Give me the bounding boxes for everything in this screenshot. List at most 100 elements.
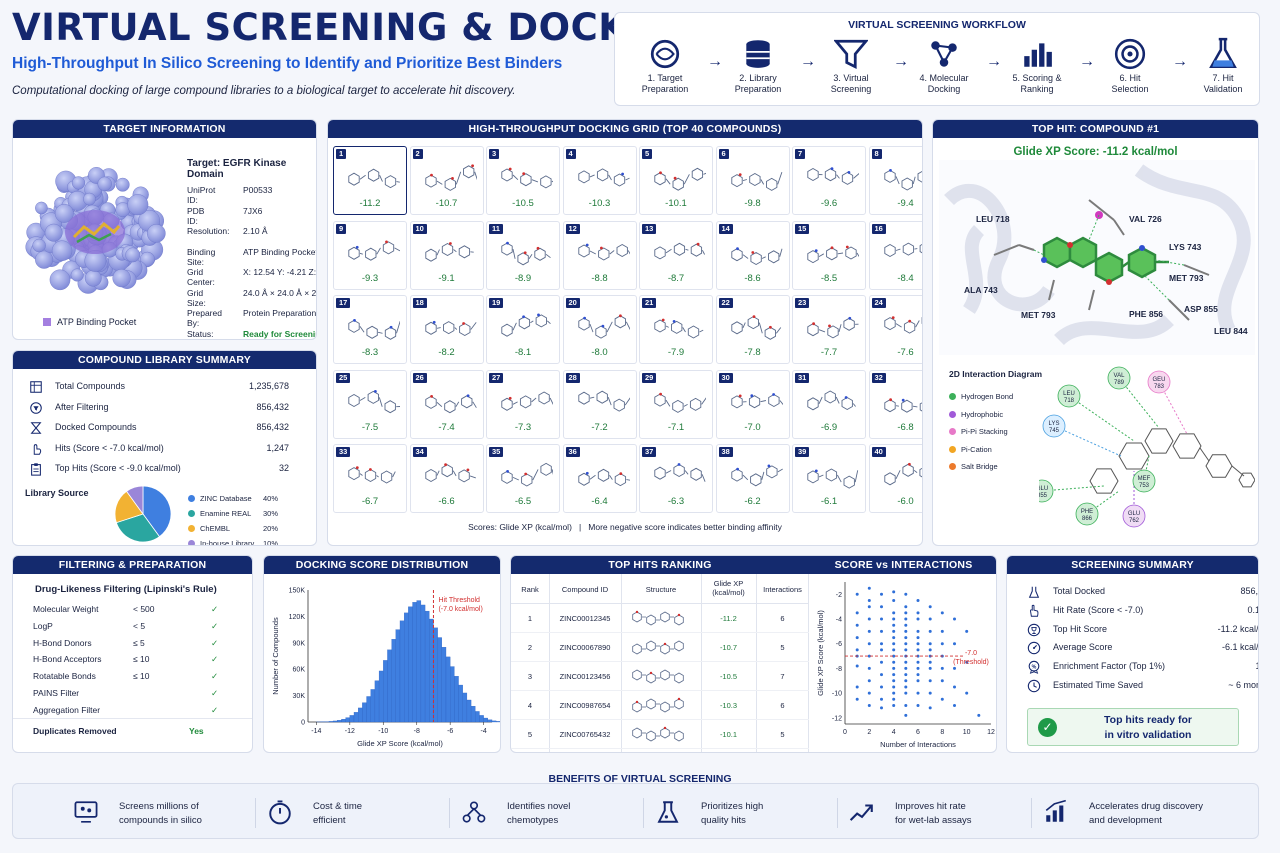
compound-cell[interactable]: 14 -8.6 [715, 220, 790, 290]
compound-score: -6.7 [361, 496, 379, 507]
compound-score: -7.0 [744, 421, 761, 433]
scatter-point [904, 713, 908, 717]
compound-cell[interactable]: 7 -9.6 [792, 146, 866, 215]
compound-cell[interactable]: 17 -8.3 [333, 295, 407, 364]
compound-cell[interactable]: 28 -7.2 [562, 369, 637, 439]
compound-cell[interactable]: 3 -10.5 [486, 146, 560, 215]
scatter-point [892, 660, 896, 664]
compound-cell[interactable]: 26 -7.4 [409, 369, 484, 439]
compound-number: 35 [489, 447, 504, 457]
compound-cell[interactable]: 11 -8.9 [486, 220, 560, 290]
compound-cell[interactable]: 6 -9.8 [715, 146, 790, 215]
compound-cell[interactable]: 38 -6.2 [715, 444, 790, 513]
compound-cell[interactable]: 40 -6.0 [868, 444, 922, 513]
compound-cell[interactable]: 15 -8.5 [792, 220, 866, 290]
histogram-bar [328, 721, 334, 723]
interactions-cell: 5 [780, 643, 785, 652]
table-row[interactable]: 2 ZINC00067890 -10.7 5 [511, 633, 809, 662]
compound-cell[interactable]: 39 -6.1 [792, 444, 866, 513]
compound-cell[interactable]: 37 -6.3 [639, 444, 713, 513]
residue-label: ALA 743 [964, 285, 998, 295]
compound-cell[interactable]: 33 -6.7 [333, 444, 407, 513]
histogram-bar [487, 719, 493, 723]
compound-cell[interactable]: 22 -7.8 [715, 295, 790, 364]
compound-number: 17 [336, 298, 351, 308]
score-cell: -10.5 [719, 672, 738, 681]
x-tick-label: 4 [892, 729, 896, 736]
compound-cell[interactable]: 21 -7.9 [639, 295, 713, 364]
molecule-structure-icon [883, 397, 922, 413]
compound-cell[interactable]: 2 -10.7 [409, 146, 484, 215]
legend-swatch [188, 525, 195, 532]
interactions-cell: 6 [780, 701, 785, 710]
scatter-point [928, 642, 932, 646]
column-header: Interactions [756, 585, 809, 594]
check-icon: ✓ [211, 604, 219, 614]
compound-cell[interactable]: 19 -8.1 [486, 295, 560, 364]
compound-cell[interactable]: 10 -9.1 [409, 220, 484, 290]
threshold-label: -7.0 [965, 650, 977, 657]
compound-cell[interactable]: 34 -6.6 [409, 444, 484, 513]
table-row[interactable]: 4 ZINC00987654 -10.3 6 [511, 691, 809, 720]
compound-score: -11.2 [359, 198, 381, 209]
compound-cell[interactable]: 9 -9.3 [333, 220, 407, 290]
molecule-structure-icon [807, 245, 859, 263]
histogram-bar [496, 721, 500, 723]
y-tick-label: -10 [832, 691, 842, 698]
filtering-panel: FILTERING & PREPARATION Drug-Likeness Fi… [12, 555, 253, 753]
compound-cell[interactable]: 18 -8.2 [409, 295, 484, 364]
compound-number: 3 [489, 149, 500, 159]
compound-cell[interactable]: 1 -11.2 [333, 146, 407, 215]
summary-panel: SCREENING SUMMARY Total Docked 856,432 Hit… [1006, 555, 1259, 753]
compound-cell[interactable]: 20 -8.0 [562, 295, 637, 364]
compound-cell[interactable]: 5 -10.1 [639, 146, 713, 215]
distribution-header: DOCKING SCORE DISTRIBUTION [264, 556, 500, 574]
compound-cell[interactable]: 12 -8.8 [562, 220, 637, 290]
compound-cell[interactable]: 27 -7.3 [486, 369, 560, 439]
scatter-point [940, 642, 944, 646]
column-header: Glide XP (kcal/mol) [701, 579, 756, 597]
compound-number: 20 [565, 298, 580, 308]
compound-score: -6.8 [897, 421, 914, 433]
summary-stat-value: 18.7 [1183, 661, 1258, 671]
compound-cell[interactable]: 30 -7.0 [715, 369, 790, 439]
compound-cell[interactable]: 25 -7.5 [333, 369, 407, 439]
score-distribution-histogram: -14 -12 -10 -8 -6 -4 0 30K 60K 90K 120K 150K Hit Thr… [271, 588, 500, 748]
summary-stat-value: 0.15% [1247, 604, 1258, 615]
table-row[interactable]: 1 ZINC00012345 -11.2 6 [511, 604, 809, 633]
interactions-cell: 5 [780, 730, 785, 739]
scatter-point [916, 617, 920, 621]
y-tick-label: 90K [293, 640, 306, 647]
compound-cell[interactable]: 36 -6.4 [562, 444, 637, 513]
compound-cell[interactable]: 24 -7.6 [868, 295, 922, 364]
compound-cell[interactable]: 23 -7.7 [792, 295, 866, 364]
table-row[interactable]: 5 ZINC00765432 -10.1 5 [511, 720, 809, 749]
compound-cell[interactable]: 4 -10.3 [562, 146, 637, 215]
compound-cell[interactable]: 8 -9.4 [868, 146, 922, 215]
table-icon [29, 380, 43, 394]
compound-number: 39 [795, 447, 810, 457]
compound-cell[interactable]: 16 -8.4 [868, 220, 922, 290]
database-icon [718, 37, 798, 71]
histogram-bar [408, 606, 413, 723]
compound-cell[interactable]: 13 -8.7 [639, 220, 713, 290]
x-axis-label: Glide XP Score (kcal/mol) [357, 739, 443, 748]
compound-number: 18 [412, 298, 427, 308]
compound-cell[interactable]: 31 -6.9 [792, 369, 866, 439]
filter-rule-name: Aggregation Filter [33, 704, 101, 715]
histogram-bar [483, 717, 488, 723]
compound-cell[interactable]: 35 -6.5 [486, 444, 560, 513]
summary-stat-value: 856,432 [1240, 586, 1258, 596]
summary-stat-row: Average Score -6.1 kcal/mol [1027, 642, 1258, 658]
workflow-step-label: Preparation [641, 84, 689, 94]
table-row[interactable]: 3 ZINC00123456 -10.5 7 [511, 662, 809, 691]
compound-number: 16 [871, 223, 886, 234]
residue-label: LEU 844 [1214, 326, 1248, 336]
beaker-icon [655, 799, 681, 830]
summary-stat-value: ~ 6 months [1228, 680, 1258, 690]
compound-cell[interactable]: 32 -6.8 [868, 369, 922, 439]
scatter-point [867, 605, 871, 609]
compound-cell[interactable]: 29 -7.1 [639, 369, 713, 439]
molecule-structure-icon [501, 241, 551, 265]
workflow-title: VIRTUAL SCREENING WORKFLOW [848, 19, 1026, 31]
